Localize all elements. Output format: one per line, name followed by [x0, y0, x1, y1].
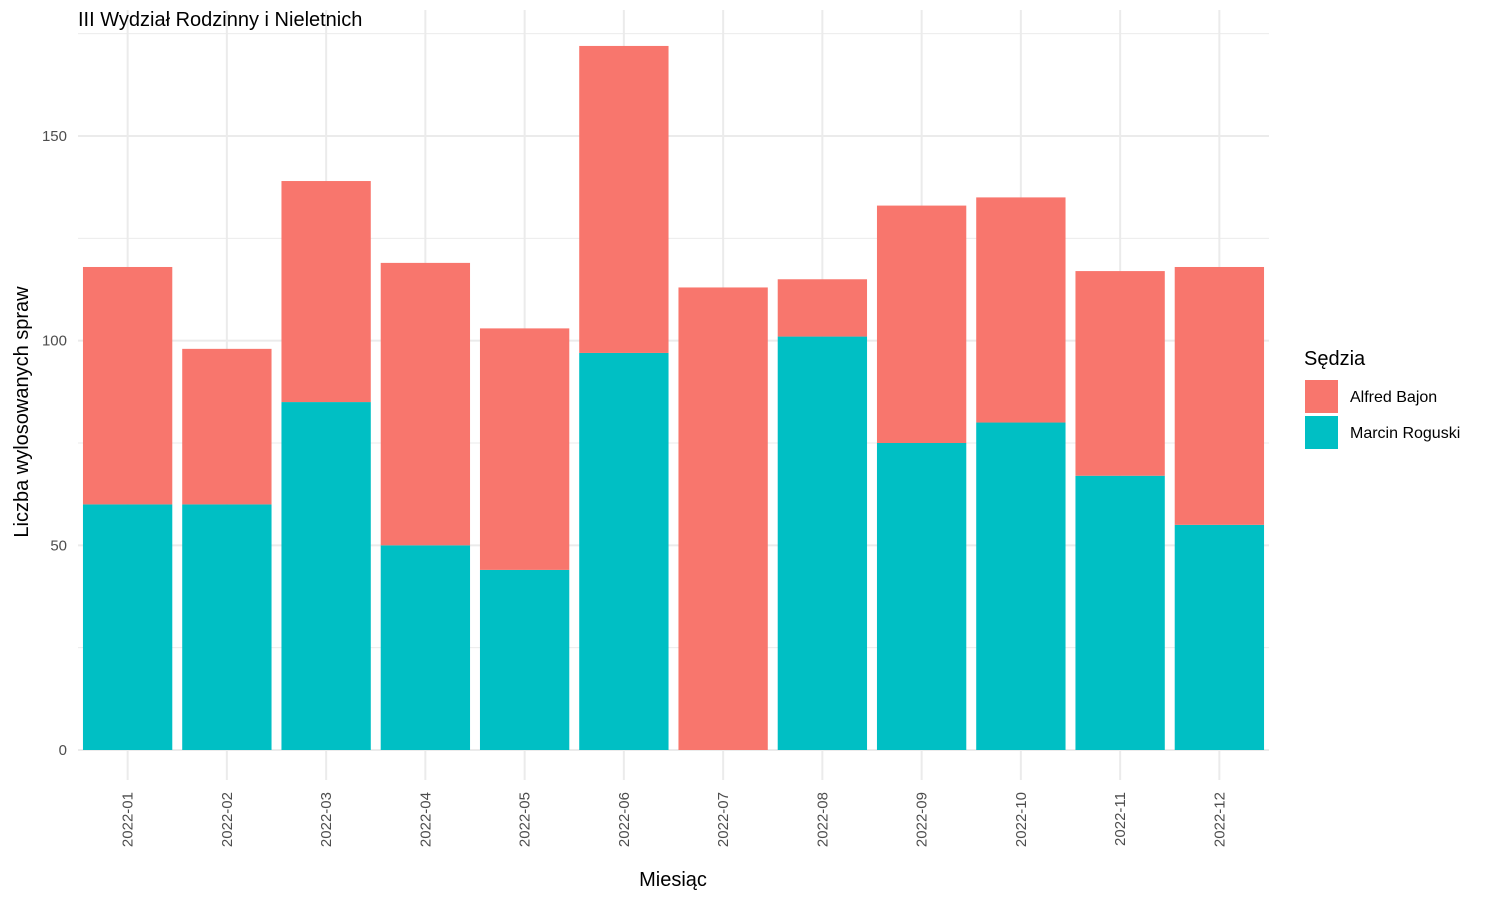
legend-title: Sędzia — [1304, 348, 1366, 370]
bar-segment — [579, 352, 669, 750]
legend-items: Alfred Bajon Marcin Roguski — [1305, 380, 1460, 449]
x-tick-label: 2022-05 — [517, 792, 534, 847]
bar-segment — [380, 262, 471, 546]
x-tick-label: 2022-08 — [814, 792, 831, 847]
x-tick-label: 2022-09 — [914, 792, 931, 847]
bar-segment — [1075, 271, 1165, 476]
y-tick-label: 100 — [42, 333, 67, 350]
legend: Sędzia Alfred Bajon Marcin Roguski — [1304, 348, 1460, 449]
bar-segment — [479, 328, 570, 570]
legend-swatch — [1305, 380, 1338, 413]
x-tick-label: 2022-07 — [715, 792, 732, 847]
bar-segment — [678, 287, 768, 750]
bar-segment — [380, 545, 471, 750]
bar-segment — [579, 45, 669, 353]
y-axis-title: Liczba wylosowanych spraw — [11, 286, 33, 538]
y-tick-label: 150 — [42, 128, 67, 145]
bar-segment — [876, 443, 967, 750]
legend-swatch — [1305, 416, 1338, 449]
bar-segment — [976, 422, 1066, 750]
bar-segment — [281, 181, 371, 403]
bar-segment — [876, 205, 967, 443]
x-tick-label: 2022-04 — [417, 792, 434, 847]
bars — [82, 45, 1265, 750]
bar-segment — [1075, 475, 1165, 750]
legend-label: Marcin Roguski — [1350, 425, 1460, 442]
bar-segment — [82, 504, 173, 750]
x-tick-label: 2022-01 — [120, 792, 137, 847]
x-tick-label: 2022-11 — [1112, 792, 1129, 846]
x-axis-title: Miesiąc — [639, 869, 707, 891]
bar-segment — [777, 336, 868, 750]
x-tick-label: 2022-10 — [1013, 792, 1030, 847]
bar-segment — [976, 197, 1066, 423]
y-axis-ticks: 0 50 100 150 — [42, 128, 67, 759]
bar-segment — [777, 279, 868, 337]
x-tick-label: 2022-12 — [1211, 792, 1228, 847]
bar-segment — [1174, 524, 1265, 750]
bar-segment — [1174, 266, 1265, 525]
bar-segment — [82, 266, 173, 505]
y-tick-label: 50 — [50, 537, 67, 554]
bar-segment — [281, 402, 371, 750]
y-tick-label: 0 — [59, 742, 67, 759]
chart-title: III Wydział Rodzinny i Nieletnich — [78, 9, 362, 31]
bar-segment — [479, 569, 570, 750]
bar-segment — [182, 348, 272, 505]
x-tick-label: 2022-06 — [616, 792, 633, 847]
x-tick-label: 2022-03 — [318, 792, 335, 847]
x-tick-label: 2022-02 — [219, 792, 236, 847]
x-axis-ticks: 2022-01 2022-02 2022-03 2022-04 2022-05 2022-… — [120, 792, 1229, 847]
legend-label: Alfred Bajon — [1350, 389, 1437, 406]
bar-segment — [182, 504, 272, 750]
